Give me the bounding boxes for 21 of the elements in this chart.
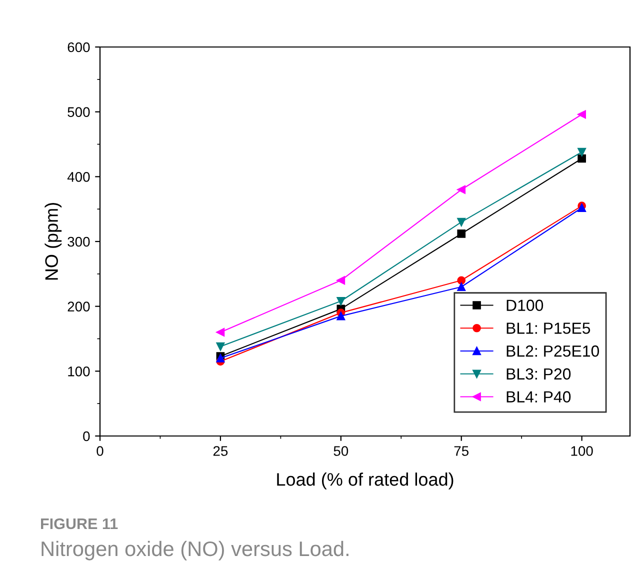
y-tick-label: 100 bbox=[68, 366, 90, 376]
x-axis-title: Load (% of rated load) bbox=[277, 472, 454, 490]
legend-label: BL2: P25E10 bbox=[506, 345, 600, 357]
legend-label: D100 bbox=[506, 300, 544, 311]
text: Nitrogen oxide (NO) versus Load. bbox=[42, 540, 348, 560]
y-axis-title: NO (ppm) bbox=[44, 202, 62, 280]
y-tick-label: 400 bbox=[67, 172, 90, 182]
legend-label: BL4: P40 bbox=[506, 391, 571, 402]
legend-label: BL3: P20 bbox=[506, 368, 571, 380]
y-tick-label: 500 bbox=[68, 107, 90, 118]
y-tick-label: 200 bbox=[68, 302, 90, 312]
legend-label: BL1: P15E5 bbox=[506, 322, 590, 334]
x-tick-label: 100 bbox=[571, 446, 593, 456]
x-tick-label: 50 bbox=[334, 446, 348, 456]
y-tick-label: 300 bbox=[68, 236, 90, 247]
x-tick-label: 25 bbox=[213, 446, 228, 456]
caption: FIGURE 11 bbox=[41, 518, 118, 530]
y-tick-label: 600 bbox=[68, 42, 90, 52]
x-tick-label: 0 bbox=[96, 446, 104, 456]
x-tick-label: 75 bbox=[454, 446, 469, 456]
y-tick-label: 0 bbox=[83, 431, 90, 442]
